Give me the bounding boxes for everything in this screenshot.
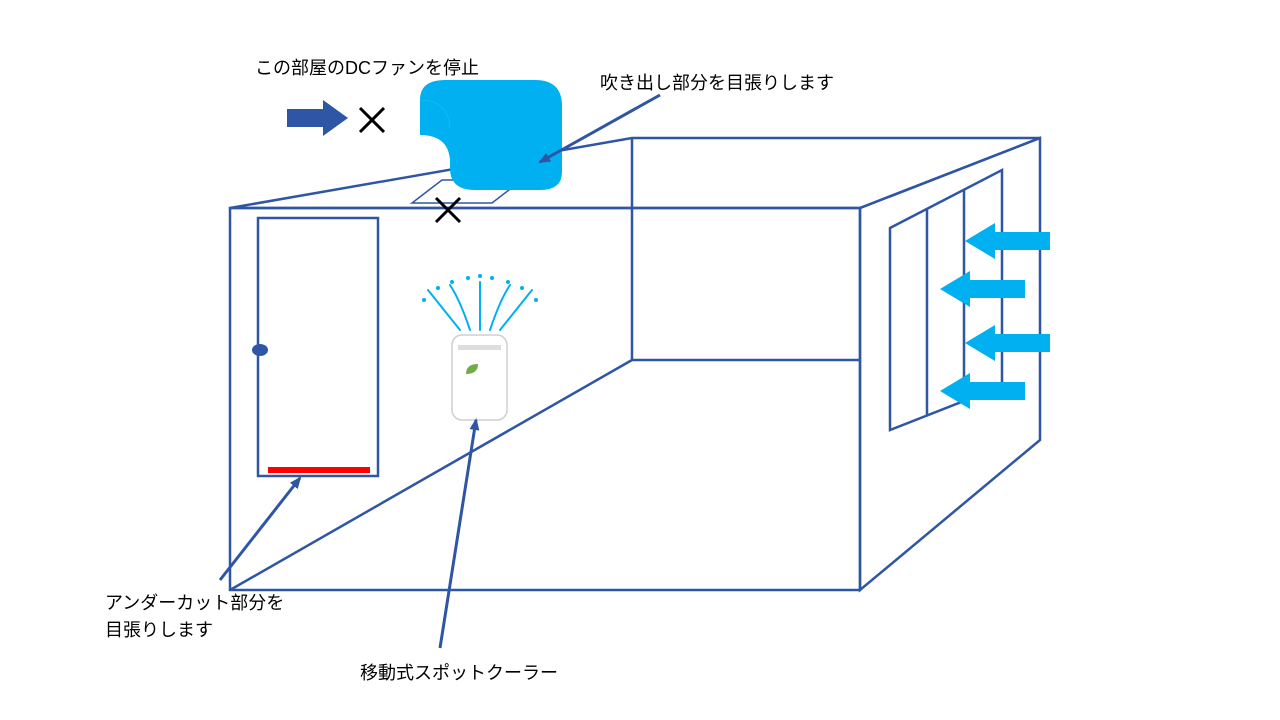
- label-spot-cooler: 移動式スポットクーラー: [360, 660, 558, 687]
- spot-cooler-icon: [422, 274, 538, 420]
- duct-icon: [420, 80, 562, 190]
- label-dc-fan-stop: この部屋のDCファンを停止: [255, 55, 479, 82]
- dc-fan-arrow-icon: [287, 100, 348, 136]
- label-undercut: アンダーカット部分を 目張りします: [105, 590, 284, 644]
- airflow-arrow-icon: [940, 223, 1050, 409]
- door: [252, 218, 378, 476]
- room-outline: [230, 138, 1040, 590]
- label-seal-outlet: 吹き出し部分を目張りします: [600, 70, 834, 97]
- pointer-arrow: [220, 95, 660, 648]
